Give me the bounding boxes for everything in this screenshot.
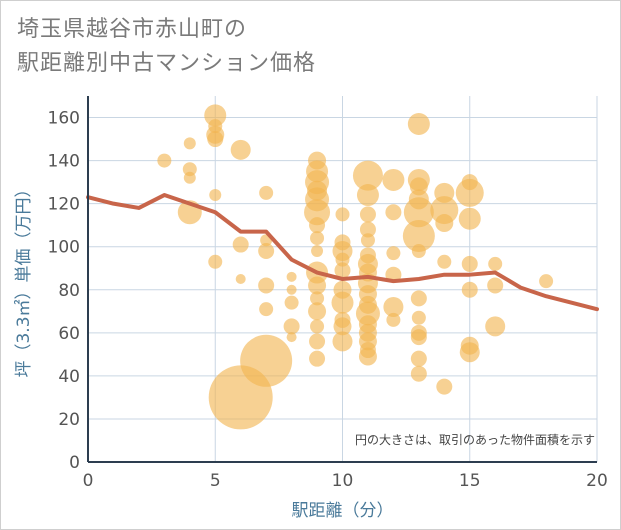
bubble-point — [259, 185, 274, 200]
bubble-point — [485, 316, 506, 337]
trend-line-layer — [86, 193, 599, 312]
bubble-point — [410, 290, 427, 307]
x-tick-label: 15 — [459, 471, 481, 491]
y-tick-label: 0 — [69, 453, 80, 473]
bubble-point — [383, 296, 404, 317]
bubble-point — [310, 231, 325, 246]
bubble-point — [331, 291, 354, 314]
bubble-point — [356, 184, 379, 207]
x-tick-label: 10 — [332, 471, 354, 491]
y-tick-label: 20 — [58, 410, 80, 430]
bubble-point — [386, 312, 401, 327]
bubble-point — [240, 334, 293, 387]
bubble-point — [286, 271, 297, 282]
bubble-point — [411, 244, 426, 259]
y-tick-label: 80 — [58, 281, 80, 301]
bubble-point — [230, 139, 251, 160]
bubble-point — [402, 219, 435, 252]
bubble-point — [207, 131, 224, 148]
bubble-point — [284, 295, 299, 310]
y-tick-label: 120 — [48, 195, 80, 215]
bubble-point — [311, 245, 324, 258]
bubble-size-note: 円の大きさは、取引のあった物件面積を示す — [355, 432, 595, 447]
bubble-point — [455, 178, 484, 207]
bubble-point — [332, 331, 353, 352]
bubble-point — [209, 189, 222, 202]
bubble-point — [286, 332, 297, 343]
bubble-point — [382, 168, 405, 191]
bubble-point — [385, 204, 402, 221]
average-price-line — [86, 193, 599, 312]
bubble-point — [410, 365, 427, 382]
bubble-point — [208, 254, 223, 269]
title-line-2: 駅距離別中古マンション価格 — [17, 51, 317, 76]
bubble-point — [310, 319, 325, 334]
bubble-point — [283, 318, 300, 335]
bubble-point — [403, 197, 434, 228]
bubble-point — [487, 277, 504, 294]
bubble-point — [286, 284, 297, 295]
bubble-point — [411, 310, 426, 325]
bubble-point — [183, 171, 196, 184]
bubble-point — [435, 214, 454, 233]
bubble-point — [410, 350, 427, 367]
bubble-layer — [157, 104, 554, 430]
x-tick-label: 20 — [586, 471, 608, 491]
x-axis-label: 駅距離（分） — [292, 501, 394, 521]
bubble-point — [358, 347, 377, 366]
bubble-point — [157, 153, 172, 168]
bubble-point — [407, 112, 430, 135]
bubble-point — [258, 277, 275, 294]
axes — [87, 96, 597, 463]
bubble-point — [430, 196, 459, 225]
bubble-point — [461, 255, 478, 272]
tick-labels: 0 20 40 60 80 100 120 140 160 0 5 10 15 20 — [48, 109, 608, 491]
y-tick-label: 140 — [48, 152, 80, 172]
y-tick-label: 60 — [58, 324, 80, 344]
y-axis-label: 坪（3.3㎡）単価（万円） — [14, 180, 34, 377]
bubble-point — [235, 274, 246, 284]
bubble-point — [258, 243, 275, 260]
bubble-point — [360, 233, 375, 248]
bubble-point — [359, 206, 376, 223]
y-tick-label: 160 — [48, 109, 80, 129]
bubble-point — [333, 317, 352, 336]
bubble-point — [232, 236, 249, 253]
bubble-point — [308, 302, 327, 321]
title-line-1: 埼玉県越谷市赤山町の — [17, 17, 248, 42]
bubble-point — [437, 254, 452, 269]
bubble-point — [459, 342, 480, 363]
bubble-point — [458, 207, 481, 230]
bubble-point — [183, 137, 196, 150]
bubble-point — [352, 160, 383, 191]
bubble-point — [410, 329, 427, 346]
bubble-point — [309, 333, 326, 350]
y-tick-label: 100 — [48, 238, 80, 258]
bubble-point — [204, 104, 227, 127]
bubble-point — [310, 291, 325, 306]
x-tick-label: 5 — [210, 471, 221, 491]
bubble-point — [359, 221, 376, 238]
y-tick-label: 40 — [58, 367, 80, 387]
bubble-point — [386, 246, 401, 261]
bubble-point — [309, 350, 326, 367]
chart-title: 埼玉県越谷市赤山町の 駅距離別中古マンション価格 — [17, 13, 316, 81]
bubble-point — [309, 217, 326, 234]
bubble-point — [259, 302, 274, 317]
bubble-point — [335, 207, 350, 222]
bubble-point — [304, 199, 331, 226]
bubble-point — [436, 378, 453, 395]
bubble-point — [335, 252, 350, 267]
bubble-point — [308, 276, 327, 295]
bubble-point — [334, 262, 351, 279]
bubble-point — [488, 256, 503, 271]
bubble-point — [182, 162, 197, 177]
bubble-point — [539, 274, 554, 289]
bubble-point — [461, 281, 478, 298]
x-tick-label: 0 — [83, 471, 94, 491]
